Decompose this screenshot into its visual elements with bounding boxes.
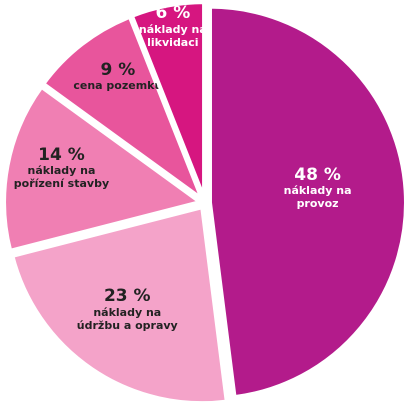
category-label: náklady na provoz [283,184,352,211]
value-label: 48 % [294,165,341,185]
value-label: 6 % [155,4,191,24]
slice-label: 23 %náklady na údržbu a opravy [72,287,182,332]
pie-slice [129,0,207,199]
slice-label: 9 %cena pozemku [63,61,173,93]
value-label: 14 % [38,145,85,165]
pie-slice [40,14,207,205]
slice-label: 14 %náklady na pořízení stavby [6,146,116,191]
slice-label-box: 14 % náklady na pořízení stavby [6,146,116,191]
slice-label-box: 23 % náklady na údržbu a opravy [72,287,182,332]
category-label: náklady na údržbu a opravy [76,305,178,332]
category-label: náklady na likvidaci [138,22,207,49]
slice-label: 6 %náklady na likvidaci [118,4,228,49]
value-label: 23 % [103,287,151,307]
value-label: 9 % [100,60,136,80]
pie-slice [207,4,405,400]
category-label: cena pozemku [73,79,163,93]
slice-label: 48 %náklady na provoz [263,166,373,211]
slice-label-box: 48 % náklady na provoz [263,166,373,211]
slice-label-box: 9 % cena pozemku [63,61,173,93]
slice-label-box: 6 % náklady na likvidaci [118,4,228,49]
pie-slice [2,84,205,254]
pie-slice [9,204,229,406]
category-label: náklady na pořízení stavby [13,164,110,190]
